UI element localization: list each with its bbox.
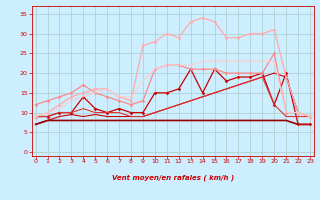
X-axis label: Vent moyen/en rafales ( km/h ): Vent moyen/en rafales ( km/h ) — [112, 175, 234, 181]
